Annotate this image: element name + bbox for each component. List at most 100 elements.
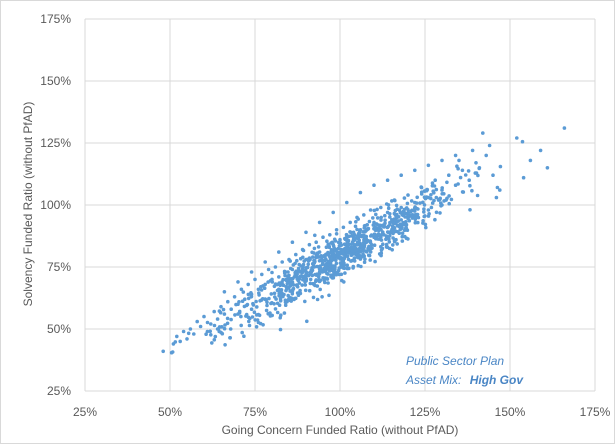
data-point	[394, 237, 398, 242]
data-point	[173, 340, 178, 344]
data-point	[379, 205, 383, 210]
data-point	[404, 220, 408, 224]
data-point	[346, 247, 351, 252]
data-point	[422, 203, 427, 207]
data-point	[416, 207, 420, 211]
data-point	[386, 230, 391, 234]
data-point	[349, 245, 354, 250]
data-point	[406, 207, 410, 212]
data-point	[418, 201, 422, 205]
data-point	[280, 281, 284, 286]
data-point	[303, 283, 308, 287]
data-point	[370, 246, 374, 250]
data-point	[266, 267, 271, 272]
data-point	[520, 139, 525, 144]
data-point	[373, 233, 378, 237]
y-tick-label: 50%	[47, 322, 71, 336]
data-point	[413, 168, 417, 173]
data-point	[306, 262, 311, 267]
data-point	[349, 259, 353, 263]
data-point	[392, 228, 397, 233]
data-point	[249, 270, 254, 274]
data-point	[381, 223, 386, 227]
data-point	[410, 208, 414, 213]
data-point	[458, 175, 463, 180]
data-point	[361, 240, 366, 245]
data-point	[470, 188, 474, 193]
data-point	[292, 296, 297, 301]
x-tick-label: 150%	[495, 405, 526, 419]
data-point	[326, 242, 331, 247]
data-point	[217, 309, 222, 313]
data-point	[379, 215, 384, 220]
data-point	[246, 296, 251, 301]
x-tick-label: 125%	[410, 405, 441, 419]
data-point	[266, 280, 270, 284]
data-point	[430, 181, 435, 185]
data-point	[399, 173, 404, 177]
data-point	[410, 214, 415, 218]
data-point	[277, 250, 281, 254]
data-point	[307, 242, 312, 247]
data-point	[352, 259, 357, 263]
data-point	[327, 267, 332, 272]
data-point	[313, 233, 317, 238]
data-point	[301, 248, 306, 253]
data-point	[314, 240, 319, 244]
data-point	[212, 338, 217, 342]
y-tick-labels: 25% 50% 75% 100% 125% 150% 175%	[40, 12, 71, 398]
data-point	[308, 281, 313, 286]
data-point	[331, 265, 335, 270]
data-point	[279, 288, 284, 292]
data-point	[405, 201, 410, 206]
data-point	[538, 148, 543, 153]
data-point	[284, 278, 289, 283]
data-point	[321, 235, 325, 239]
data-point	[240, 330, 244, 335]
data-point	[301, 265, 305, 269]
data-point	[323, 258, 328, 262]
data-point	[280, 260, 285, 264]
data-point	[438, 197, 442, 202]
data-point	[246, 292, 251, 297]
data-point	[246, 315, 251, 320]
data-point	[267, 312, 272, 317]
data-point	[269, 292, 274, 296]
data-point	[380, 246, 385, 251]
data-point	[323, 263, 328, 267]
data-point	[327, 245, 332, 249]
data-point	[263, 297, 268, 301]
data-point	[398, 222, 403, 226]
data-point	[351, 264, 356, 269]
data-point	[286, 297, 291, 302]
data-point	[374, 236, 378, 241]
data-point	[332, 272, 337, 277]
data-point	[285, 274, 290, 278]
data-point	[360, 255, 364, 259]
data-point	[215, 317, 220, 321]
data-point	[192, 332, 196, 336]
data-point	[273, 282, 278, 286]
data-point	[337, 266, 342, 270]
data-point	[373, 225, 378, 229]
data-point	[306, 259, 311, 263]
y-tick-label: 75%	[47, 260, 71, 274]
data-point	[562, 126, 567, 130]
data-point	[314, 255, 319, 260]
data-point	[205, 329, 210, 334]
data-point	[377, 233, 381, 238]
data-point	[495, 185, 500, 190]
data-point	[330, 250, 334, 255]
data-point	[328, 233, 332, 237]
data-point	[400, 234, 405, 239]
y-tick-label: 100%	[40, 198, 71, 212]
data-point	[401, 222, 406, 226]
data-point	[305, 265, 310, 270]
data-point	[223, 323, 227, 327]
data-point	[254, 325, 259, 329]
data-point	[272, 291, 277, 296]
data-point	[181, 329, 186, 334]
data-point	[368, 250, 373, 254]
data-point	[291, 276, 295, 281]
